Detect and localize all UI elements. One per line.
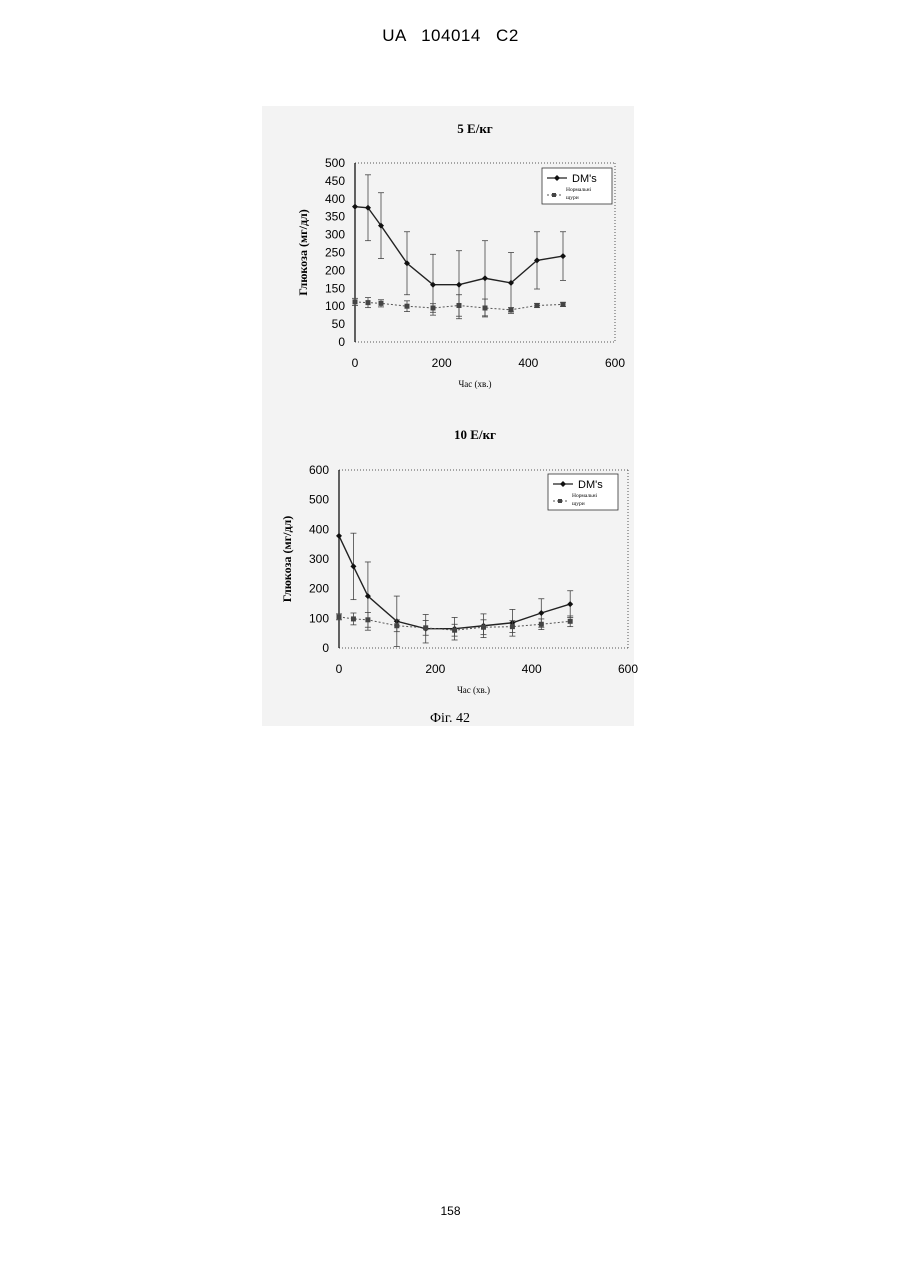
data-point-normal [452, 628, 457, 633]
data-point-normal [539, 622, 544, 627]
legend-label-normal-line1: Нормальні [572, 493, 598, 499]
data-point-normal [337, 614, 342, 619]
legend-label-normal-line2: щури [572, 501, 585, 507]
y-tick-label: 300 [309, 552, 329, 566]
data-point-dms [567, 601, 573, 607]
figure-caption: Фіг. 42 [390, 711, 510, 727]
x-tick-label: 400 [522, 662, 542, 676]
data-point-dms [538, 610, 544, 616]
data-point-normal [510, 624, 515, 629]
data-point-dms [336, 533, 342, 539]
legend-label-dms: DM's [578, 479, 603, 491]
y-tick-label: 100 [309, 611, 329, 625]
x-tick-label: 200 [425, 662, 445, 676]
x-tick-label: 0 [336, 662, 343, 676]
x-tick-label: 600 [618, 662, 638, 676]
series-line-dms [339, 536, 570, 629]
y-tick-label: 500 [309, 493, 329, 507]
data-point-normal [423, 625, 428, 630]
y-tick-label: 0 [322, 641, 329, 655]
y-axis-label: Глюкоза (мг/дл) [280, 516, 294, 603]
data-point-normal [365, 617, 370, 622]
legend-marker-normal [558, 499, 562, 503]
y-tick-label: 400 [309, 522, 329, 536]
data-point-dms [350, 563, 356, 569]
data-point-normal [568, 619, 573, 624]
data-point-normal [394, 623, 399, 628]
data-point-normal [481, 625, 486, 630]
x-axis-label: Час (хв.) [457, 685, 490, 695]
y-tick-label: 600 [309, 463, 329, 477]
page-number: 158 [0, 1204, 901, 1218]
data-point-normal [351, 616, 356, 621]
y-tick-label: 200 [309, 582, 329, 596]
